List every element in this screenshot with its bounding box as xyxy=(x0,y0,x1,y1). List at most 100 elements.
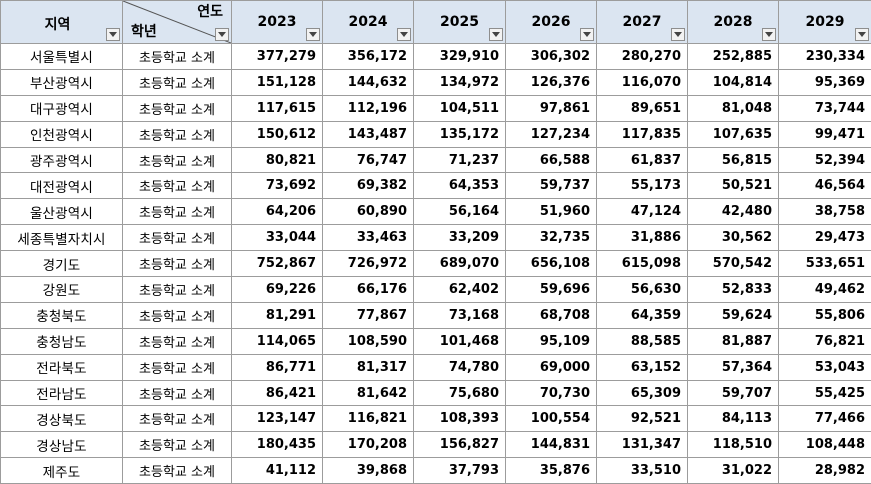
value-cell[interactable]: 63,152 xyxy=(596,353,688,381)
region-cell[interactable]: 강원도 xyxy=(0,276,123,303)
value-cell[interactable]: 39,868 xyxy=(322,457,414,484)
value-cell[interactable]: 28,982 xyxy=(778,457,871,484)
grade-cell[interactable]: 초등학교 소계 xyxy=(122,198,232,226)
value-cell[interactable]: 81,291 xyxy=(231,301,323,329)
value-cell[interactable]: 38,758 xyxy=(778,198,871,226)
region-cell[interactable]: 서울특별시 xyxy=(0,43,123,70)
region-cell[interactable]: 전라남도 xyxy=(0,379,123,407)
grade-cell[interactable]: 초등학교 소계 xyxy=(122,250,232,278)
filter-dropdown-button[interactable] xyxy=(106,28,120,41)
value-cell[interactable]: 33,044 xyxy=(231,224,323,252)
value-cell[interactable]: 37,793 xyxy=(413,457,506,484)
value-cell[interactable]: 108,393 xyxy=(413,405,506,433)
grade-cell[interactable]: 초등학교 소계 xyxy=(122,379,232,407)
grade-cell[interactable]: 초등학교 소계 xyxy=(122,301,232,329)
value-cell[interactable]: 53,043 xyxy=(778,353,871,381)
value-cell[interactable]: 59,624 xyxy=(687,301,779,329)
filter-dropdown-button[interactable] xyxy=(671,28,685,41)
region-cell[interactable]: 경상남도 xyxy=(0,431,123,459)
value-cell[interactable]: 570,542 xyxy=(687,250,779,278)
value-cell[interactable]: 108,448 xyxy=(778,431,871,459)
value-cell[interactable]: 143,487 xyxy=(322,120,414,148)
value-cell[interactable]: 108,590 xyxy=(322,327,414,355)
grade-cell[interactable]: 초등학교 소계 xyxy=(122,457,232,484)
value-cell[interactable]: 656,108 xyxy=(505,250,597,278)
value-cell[interactable]: 156,827 xyxy=(413,431,506,459)
value-cell[interactable]: 135,172 xyxy=(413,120,506,148)
value-cell[interactable]: 81,048 xyxy=(687,94,779,122)
value-cell[interactable]: 51,960 xyxy=(505,198,597,226)
value-cell[interactable]: 107,635 xyxy=(687,120,779,148)
value-cell[interactable]: 50,521 xyxy=(687,172,779,200)
value-cell[interactable]: 33,209 xyxy=(413,224,506,252)
value-cell[interactable]: 69,000 xyxy=(505,353,597,381)
region-cell[interactable]: 대구광역시 xyxy=(0,94,123,122)
value-cell[interactable]: 116,070 xyxy=(596,68,688,96)
value-cell[interactable]: 377,279 xyxy=(231,43,323,70)
grade-cell[interactable]: 초등학교 소계 xyxy=(122,120,232,148)
value-cell[interactable]: 100,554 xyxy=(505,405,597,433)
value-cell[interactable]: 117,835 xyxy=(596,120,688,148)
value-cell[interactable]: 64,353 xyxy=(413,172,506,200)
value-cell[interactable]: 81,887 xyxy=(687,327,779,355)
value-cell[interactable]: 144,632 xyxy=(322,68,414,96)
value-cell[interactable]: 57,364 xyxy=(687,353,779,381)
value-cell[interactable]: 118,510 xyxy=(687,431,779,459)
value-cell[interactable]: 112,196 xyxy=(322,94,414,122)
filter-dropdown-button[interactable] xyxy=(489,28,503,41)
grade-cell[interactable]: 초등학교 소계 xyxy=(122,172,232,200)
value-cell[interactable]: 77,867 xyxy=(322,301,414,329)
value-cell[interactable]: 69,382 xyxy=(322,172,414,200)
value-cell[interactable]: 52,833 xyxy=(687,276,779,303)
value-cell[interactable]: 55,173 xyxy=(596,172,688,200)
value-cell[interactable]: 69,226 xyxy=(231,276,323,303)
value-cell[interactable]: 33,463 xyxy=(322,224,414,252)
value-cell[interactable]: 252,885 xyxy=(687,43,779,70)
value-cell[interactable]: 89,651 xyxy=(596,94,688,122)
value-cell[interactable]: 73,168 xyxy=(413,301,506,329)
value-cell[interactable]: 55,806 xyxy=(778,301,871,329)
filter-dropdown-button[interactable] xyxy=(762,28,776,41)
value-cell[interactable]: 74,780 xyxy=(413,353,506,381)
value-cell[interactable]: 99,471 xyxy=(778,120,871,148)
region-cell[interactable]: 제주도 xyxy=(0,457,123,484)
grade-cell[interactable]: 초등학교 소계 xyxy=(122,405,232,433)
value-cell[interactable]: 60,890 xyxy=(322,198,414,226)
region-cell[interactable]: 전라북도 xyxy=(0,353,123,381)
value-cell[interactable]: 81,317 xyxy=(322,353,414,381)
value-cell[interactable]: 31,886 xyxy=(596,224,688,252)
value-cell[interactable]: 752,867 xyxy=(231,250,323,278)
value-cell[interactable]: 84,113 xyxy=(687,405,779,433)
grade-cell[interactable]: 초등학교 소계 xyxy=(122,224,232,252)
value-cell[interactable]: 689,070 xyxy=(413,250,506,278)
value-cell[interactable]: 59,707 xyxy=(687,379,779,407)
value-cell[interactable]: 66,588 xyxy=(505,146,597,174)
region-cell[interactable]: 경상북도 xyxy=(0,405,123,433)
value-cell[interactable]: 33,510 xyxy=(596,457,688,484)
value-cell[interactable]: 31,022 xyxy=(687,457,779,484)
grade-cell[interactable]: 초등학교 소계 xyxy=(122,68,232,96)
value-cell[interactable]: 81,642 xyxy=(322,379,414,407)
value-cell[interactable]: 76,821 xyxy=(778,327,871,355)
value-cell[interactable]: 104,814 xyxy=(687,68,779,96)
grade-cell[interactable]: 초등학교 소계 xyxy=(122,94,232,122)
value-cell[interactable]: 47,124 xyxy=(596,198,688,226)
value-cell[interactable]: 144,831 xyxy=(505,431,597,459)
value-cell[interactable]: 62,402 xyxy=(413,276,506,303)
value-cell[interactable]: 86,421 xyxy=(231,379,323,407)
value-cell[interactable]: 306,302 xyxy=(505,43,597,70)
value-cell[interactable]: 88,585 xyxy=(596,327,688,355)
region-cell[interactable]: 세종특별자치시 xyxy=(0,224,123,252)
value-cell[interactable]: 71,237 xyxy=(413,146,506,174)
value-cell[interactable]: 29,473 xyxy=(778,224,871,252)
value-cell[interactable]: 533,651 xyxy=(778,250,871,278)
value-cell[interactable]: 151,128 xyxy=(231,68,323,96)
value-cell[interactable]: 230,334 xyxy=(778,43,871,70)
value-cell[interactable]: 56,815 xyxy=(687,146,779,174)
value-cell[interactable]: 56,164 xyxy=(413,198,506,226)
region-cell[interactable]: 경기도 xyxy=(0,250,123,278)
value-cell[interactable]: 97,861 xyxy=(505,94,597,122)
filter-dropdown-button[interactable] xyxy=(397,28,411,41)
grade-cell[interactable]: 초등학교 소계 xyxy=(122,431,232,459)
value-cell[interactable]: 123,147 xyxy=(231,405,323,433)
